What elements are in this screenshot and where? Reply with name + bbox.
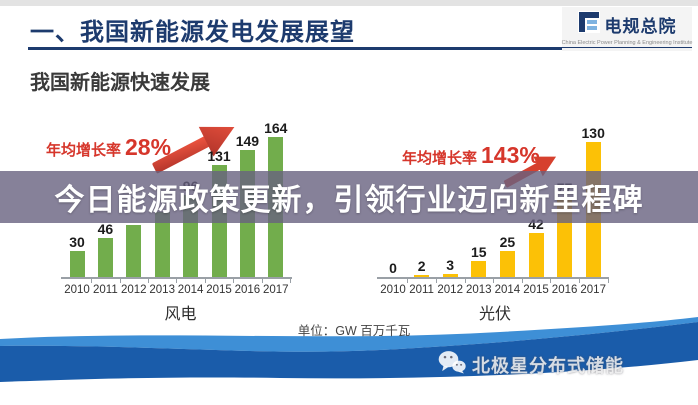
watermark: 北极星分布式储能	[438, 350, 624, 379]
title-underline	[28, 47, 568, 50]
x-tick-label: 2011	[409, 284, 434, 296]
bar-value-label: 0	[389, 260, 397, 276]
unit-note: 单位：GW 百万千瓦	[297, 324, 411, 338]
bar-value-label: 3	[446, 257, 455, 273]
x-tick-label: 2011	[93, 284, 118, 296]
growth-rate-value: 28%	[125, 134, 172, 160]
x-tick-label: 2014	[494, 284, 521, 296]
bar-value-label: 130	[581, 125, 605, 141]
x-axis-tick	[607, 279, 609, 283]
growth-arrow-icon	[151, 120, 239, 174]
x-axis-tick	[119, 279, 121, 283]
growth-rate-annotation: 年均增长率 28%	[46, 134, 171, 161]
x-axis	[61, 277, 292, 279]
wechat-icon	[438, 350, 466, 379]
bar-value-label: 46	[97, 221, 114, 237]
bar	[69, 251, 85, 277]
x-tick-label: 2013	[149, 284, 175, 296]
x-axis	[377, 277, 610, 279]
bar-value-label: 164	[264, 120, 288, 136]
x-axis-tick	[407, 279, 409, 283]
bar	[528, 233, 544, 277]
x-axis-tick	[204, 279, 206, 283]
epei-logo-icon	[577, 10, 600, 38]
bar-value-label: 131	[207, 148, 231, 164]
bar	[499, 251, 515, 277]
bar	[442, 274, 458, 277]
bar	[126, 225, 142, 277]
x-axis-tick	[493, 279, 495, 283]
x-tick-label: 2017	[263, 284, 289, 296]
bar-value-label: 15	[471, 244, 487, 260]
top-edge-strip	[0, 0, 698, 6]
x-tick-label: 2016	[234, 284, 261, 296]
x-axis-tick	[176, 279, 178, 283]
org-logo-tagline: China Electric Power Planning & Engineer…	[561, 39, 693, 48]
growth-rate-annotation: 年均增长率 143%	[402, 142, 540, 169]
watermark-text: 北极星分布式储能	[472, 355, 624, 376]
x-axis-tick	[578, 279, 580, 283]
chart-title-wind: 风电	[164, 306, 197, 323]
bar	[154, 212, 170, 277]
x-tick-label: 2015	[523, 284, 549, 296]
bar-value-label: 2	[417, 258, 426, 274]
growth-rate-value: 143%	[481, 142, 540, 168]
x-tick-label: 2013	[466, 284, 492, 296]
section-heading: 我国新能源快速发展	[30, 72, 210, 94]
bar	[471, 261, 487, 277]
bar-value-label: 25	[499, 234, 516, 250]
org-logo: 电规总院 China Electric Power Planning & Eng…	[561, 7, 693, 51]
chart-title-pv: 光伏	[478, 306, 511, 323]
x-axis-tick	[435, 279, 437, 283]
x-axis-tick	[290, 279, 291, 283]
x-axis-tick	[521, 279, 523, 283]
bar	[97, 238, 113, 277]
growth-rate-label: 年均增长率	[402, 150, 478, 167]
x-tick-label: 2010	[380, 284, 406, 296]
x-axis-tick	[261, 279, 263, 283]
x-axis-tick	[550, 279, 552, 283]
x-tick-label: 2017	[580, 284, 606, 296]
bottom-wave-decoration	[0, 316, 698, 400]
x-axis-tick	[464, 279, 466, 283]
overlay-banner-text: 今日能源政策更新，引领行业迈向新里程碑	[54, 184, 644, 217]
x-tick-label: 2012	[121, 284, 147, 296]
bar-value-label: 149	[235, 133, 260, 149]
x-tick-label: 2012	[437, 284, 463, 296]
x-axis-tick	[233, 279, 235, 283]
x-tick-label: 2015	[206, 284, 232, 296]
x-axis-tick	[91, 279, 93, 283]
x-tick-label: 2016	[551, 284, 578, 296]
bar-value-label: 30	[69, 234, 85, 250]
x-axis-tick	[148, 279, 149, 283]
overlay-banner: 今日能源政策更新，引领行业迈向新里程碑	[0, 171, 698, 223]
org-logo-text: 电规总院	[604, 16, 677, 36]
growth-rate-label: 年均增长率	[46, 142, 122, 159]
bar	[414, 275, 430, 277]
x-tick-label: 2010	[64, 284, 90, 296]
page-title: 一、我国新能源发电发展展望	[30, 19, 355, 46]
x-tick-label: 2014	[177, 284, 204, 296]
